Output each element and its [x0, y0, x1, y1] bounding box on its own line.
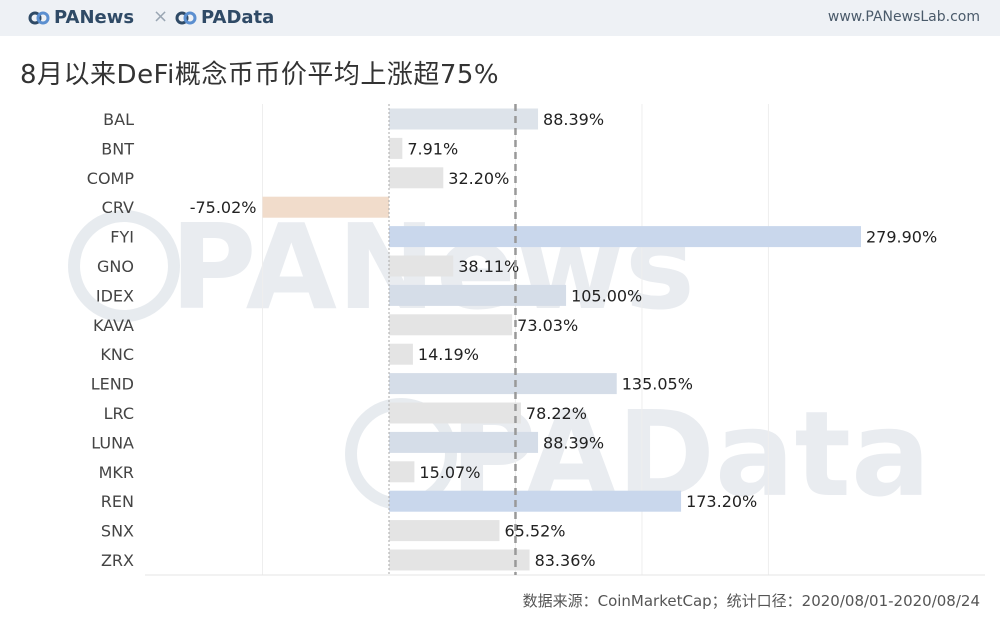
- bar-snx: [389, 520, 500, 542]
- bar-lrc: [389, 402, 521, 424]
- data-label-bnt: 7.91%: [407, 139, 458, 158]
- category-label-lrc: LRC: [104, 404, 134, 423]
- bar-bnt: [389, 137, 403, 159]
- data-label-lend: 135.05%: [622, 375, 693, 394]
- bar-zrx: [389, 549, 530, 571]
- data-label-knc: 14.19%: [418, 345, 479, 364]
- panews-logo-icon: [28, 11, 50, 24]
- bar-kava: [389, 314, 513, 336]
- data-label-crv: -75.02%: [190, 198, 257, 217]
- data-label-comp: 32.20%: [448, 169, 509, 188]
- bar-fyi: [389, 226, 861, 248]
- category-label-knc: KNC: [100, 345, 134, 364]
- data-label-luna: 88.39%: [543, 433, 604, 452]
- panews-logo: PANews: [28, 7, 134, 28]
- data-label-snx: 65.52%: [504, 522, 565, 541]
- category-label-mkr: MKR: [99, 463, 134, 482]
- bar-knc: [389, 343, 413, 365]
- category-label-snx: SNX: [101, 522, 134, 541]
- data-label-bal: 88.39%: [543, 110, 604, 129]
- data-label-lrc: 78.22%: [526, 404, 587, 423]
- data-label-mkr: 15.07%: [419, 463, 480, 482]
- category-label-crv: CRV: [102, 198, 134, 217]
- source-note: 数据来源：CoinMarketCap；统计口径：2020/08/01-2020/…: [522, 592, 980, 610]
- data-label-zrx: 83.36%: [535, 551, 596, 570]
- category-label-luna: LUNA: [91, 433, 134, 452]
- logo-separator: ×: [153, 6, 169, 27]
- bar-luna: [389, 431, 539, 453]
- padata-logo-text: PAData: [201, 7, 275, 28]
- category-label-bnt: BNT: [101, 139, 134, 158]
- bar-comp: [389, 167, 444, 189]
- category-label-zrx: ZRX: [101, 551, 134, 570]
- category-label-lend: LEND: [91, 375, 134, 394]
- data-label-idex: 105.00%: [571, 286, 642, 305]
- category-label-gno: GNO: [97, 257, 134, 276]
- bar-crv: [262, 196, 389, 218]
- data-label-gno: 38.11%: [458, 257, 519, 276]
- category-label-ren: REN: [101, 492, 134, 511]
- panews-logo-text: PANews: [54, 7, 135, 28]
- data-label-kava: 73.03%: [517, 316, 578, 335]
- data-label-ren: 173.20%: [686, 492, 757, 511]
- bar-mkr: [389, 461, 415, 483]
- category-label-comp: COMP: [87, 169, 135, 188]
- bar-bal: [389, 108, 539, 130]
- category-label-idex: IDEX: [96, 286, 134, 305]
- padata-logo: PAData: [175, 7, 274, 28]
- category-label-fyi: FYI: [110, 228, 134, 247]
- bar-idex: [389, 284, 567, 306]
- data-label-fyi: 279.90%: [866, 228, 937, 247]
- bar-gno: [389, 255, 454, 277]
- site-url: www.PANewsLab.com: [827, 9, 980, 25]
- category-label-kava: KAVA: [93, 316, 134, 335]
- chart-title: 8月以来DeFi概念币币价平均上涨超75%: [20, 60, 500, 90]
- padata-logo-icon: [175, 11, 197, 24]
- bar-ren: [389, 490, 682, 512]
- header-bar: PANews × PAData www.PANewsLab.com: [0, 0, 1000, 36]
- bar-lend: [389, 373, 617, 395]
- category-label-bal: BAL: [103, 110, 134, 129]
